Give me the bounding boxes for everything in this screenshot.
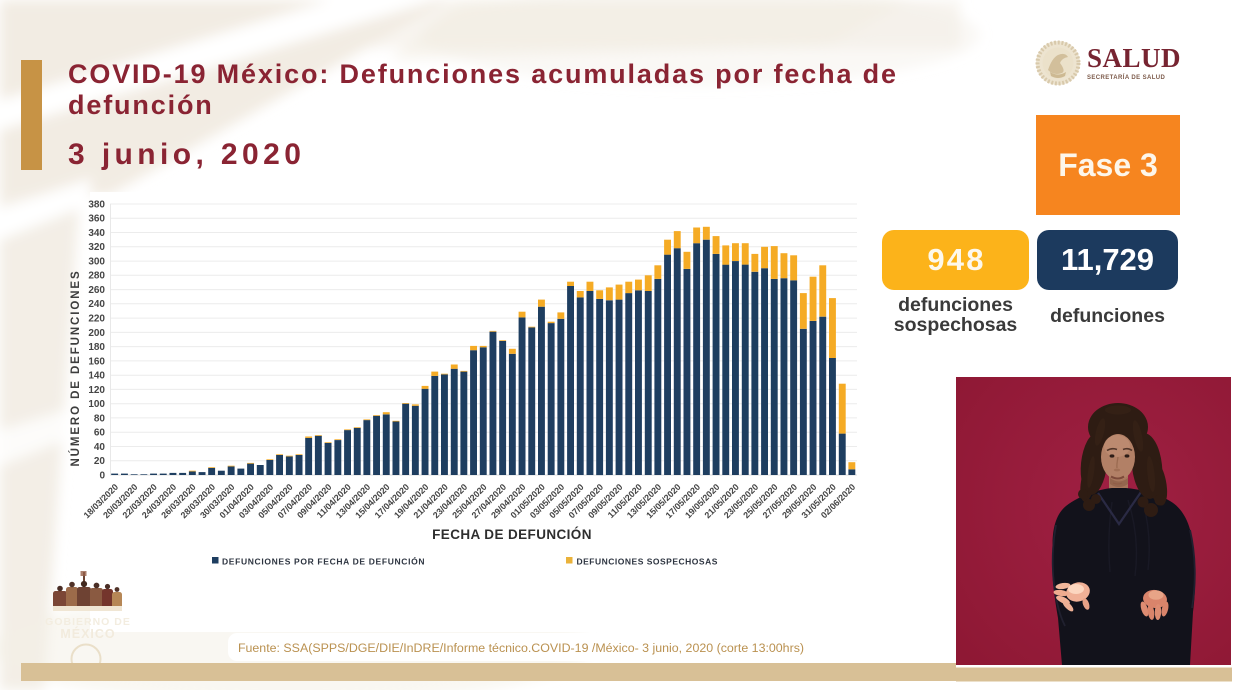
svg-text:300: 300: [88, 257, 105, 268]
svg-text:260: 260: [88, 285, 105, 296]
svg-text:SECRETARÍA DE SALUD: SECRETARÍA DE SALUD: [1087, 73, 1166, 81]
svg-text:NÚMERO DE DEFUNCIONES: NÚMERO DE DEFUNCIONES: [69, 269, 82, 466]
svg-text:80: 80: [94, 413, 106, 424]
svg-text:360: 360: [88, 214, 105, 225]
svg-text:380: 380: [88, 199, 105, 210]
svg-text:0: 0: [99, 470, 105, 481]
svg-text:40: 40: [94, 442, 106, 453]
svg-text:200: 200: [88, 328, 105, 339]
svg-text:GOBIERNO DE: GOBIERNO DE: [45, 616, 131, 628]
svg-text:240: 240: [88, 299, 105, 310]
svg-text:320: 320: [88, 242, 105, 253]
svg-text:100: 100: [88, 399, 105, 410]
svg-text:Fuente: SSA(SPPS/DGE/DIE/InDRE: Fuente: SSA(SPPS/DGE/DIE/InDRE/Informe t…: [238, 641, 804, 655]
svg-text:MÉXICO: MÉXICO: [60, 626, 115, 641]
svg-text:FECHA DE DEFUNCIÓN: FECHA DE DEFUNCIÓN: [432, 527, 592, 542]
svg-text:SALUD: SALUD: [1087, 43, 1181, 73]
svg-text:280: 280: [88, 271, 105, 282]
svg-text:20: 20: [94, 456, 106, 467]
svg-text:120: 120: [88, 385, 105, 396]
svg-text:340: 340: [88, 228, 105, 239]
svg-text:140: 140: [88, 371, 105, 382]
svg-text:220: 220: [88, 314, 105, 325]
svg-text:DEFUNCIONES POR FECHA DE DEFUN: DEFUNCIONES POR FECHA DE DEFUNCIÓN: [222, 556, 425, 567]
svg-text:60: 60: [94, 428, 106, 439]
svg-text:DEFUNCIONES SOSPECHOSAS: DEFUNCIONES SOSPECHOSAS: [577, 557, 718, 567]
svg-text:160: 160: [88, 356, 105, 367]
svg-text:180: 180: [88, 342, 105, 353]
